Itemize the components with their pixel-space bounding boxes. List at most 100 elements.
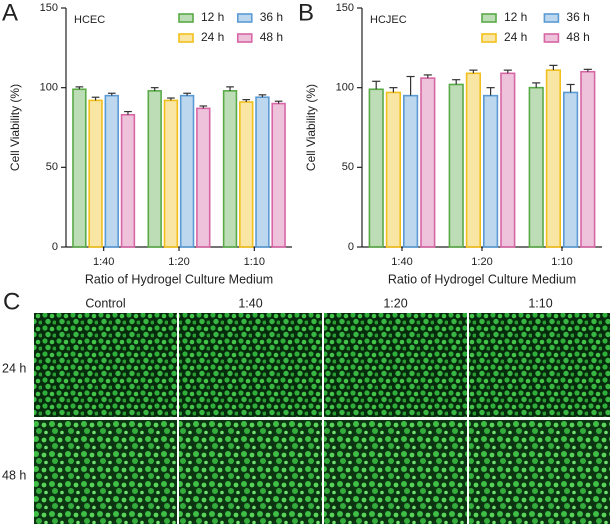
error-bar	[274, 100, 283, 104]
micrograph	[324, 313, 467, 417]
x-tick-label: 1:40	[93, 256, 114, 268]
x-tick-label: 1:40	[391, 256, 412, 268]
bar	[179, 94, 195, 248]
panel-label: B	[298, 0, 314, 26]
x-tick-label: 1:20	[168, 256, 189, 268]
y-tick-label: 0	[348, 241, 354, 253]
bar	[528, 86, 544, 248]
x-axis-label: Ratio of Hydrogel Culture Medium	[388, 272, 576, 286]
legend-label: 48 h	[260, 30, 283, 44]
legend-swatch	[236, 13, 253, 23]
error-bar	[372, 80, 381, 90]
error-bar	[91, 96, 100, 101]
error-bar	[452, 79, 461, 85]
legend-swatch	[178, 33, 194, 43]
error-bar	[532, 82, 541, 88]
legend-swatch	[236, 33, 253, 43]
legend-label: 24 h	[504, 30, 527, 44]
legend-swatch	[178, 13, 194, 23]
chart-title: HCJEC	[370, 14, 407, 26]
panel-label: A	[2, 0, 18, 26]
micrograph	[179, 420, 322, 524]
bar	[239, 101, 254, 248]
y-tick-label: 50	[342, 161, 354, 173]
error-bar	[503, 69, 512, 74]
micrograph	[179, 313, 322, 417]
bar	[385, 91, 402, 248]
row-label: 24 h	[2, 361, 26, 375]
error-bar	[583, 68, 592, 72]
y-tick-label: 100	[40, 82, 58, 94]
bar	[545, 69, 561, 248]
bar	[420, 77, 436, 248]
micrograph	[34, 420, 177, 524]
bar	[163, 99, 179, 248]
legend-label: 36 h	[260, 10, 283, 24]
bar	[562, 91, 579, 248]
bar	[465, 72, 482, 248]
error-bar	[199, 105, 208, 109]
x-axis-label: Ratio of Hydrogel Culture Medium	[85, 272, 273, 286]
error-bar	[226, 86, 234, 91]
error-bar	[124, 110, 132, 115]
legend-swatch	[481, 13, 497, 23]
column-label: 1:10	[528, 296, 552, 310]
bar	[196, 107, 211, 248]
column-label: 1:20	[383, 296, 407, 310]
bar	[255, 96, 270, 248]
micrograph	[324, 420, 467, 524]
y-tick-label: 0	[52, 241, 58, 253]
error-bar	[486, 87, 495, 96]
bar	[580, 70, 596, 248]
bar	[222, 90, 238, 248]
error-bar	[423, 74, 432, 79]
error-bar	[75, 86, 84, 90]
bar	[72, 88, 87, 248]
column-label: 1:40	[238, 296, 262, 310]
y-axis-label: Cell Viability (%)	[304, 84, 318, 171]
chart-title: HCEC	[74, 14, 105, 26]
column-label: Control	[85, 296, 125, 310]
error-bar	[566, 83, 575, 93]
error-bar	[183, 92, 191, 96]
y-tick-label: 50	[46, 161, 58, 173]
x-tick-label: 1:10	[244, 256, 265, 268]
bar	[482, 94, 499, 248]
error-bar	[258, 94, 267, 98]
micrograph	[469, 420, 610, 524]
error-bar	[242, 99, 251, 103]
bar	[104, 94, 119, 248]
legend-swatch	[481, 33, 497, 43]
legend-swatch	[543, 33, 560, 43]
y-tick-label: 150	[40, 2, 58, 14]
bar	[271, 102, 286, 248]
legend-label: 12 h	[201, 10, 224, 24]
error-bar	[107, 92, 116, 96]
bar	[368, 88, 384, 248]
bar	[448, 83, 464, 248]
legend-label: 48 h	[566, 30, 589, 44]
y-tick-label: 150	[336, 2, 354, 14]
micrograph	[469, 313, 610, 417]
legend-label: 12 h	[504, 10, 527, 24]
y-tick-label: 100	[336, 82, 354, 94]
error-bar	[406, 75, 415, 96]
x-tick-label: 1:10	[551, 256, 572, 268]
error-bar	[549, 64, 558, 71]
bar	[88, 99, 103, 248]
row-label: 48 h	[2, 468, 26, 482]
y-axis-label: Cell Viability (%)	[8, 84, 22, 171]
bar	[500, 72, 516, 248]
panel-label: C	[3, 288, 20, 315]
x-tick-label: 1:20	[471, 256, 492, 268]
legend-label: 24 h	[201, 30, 224, 44]
bar	[147, 90, 162, 248]
micrograph	[34, 313, 177, 417]
bar	[120, 113, 136, 248]
error-bar	[167, 97, 175, 101]
legend-swatch	[543, 13, 560, 23]
bar	[402, 94, 419, 248]
legend-label: 36 h	[566, 10, 589, 24]
error-bar	[150, 87, 159, 91]
